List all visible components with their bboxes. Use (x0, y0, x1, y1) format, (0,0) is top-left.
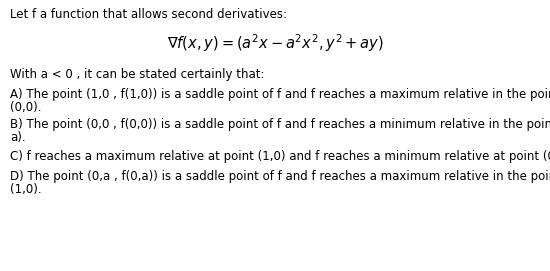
Text: D) The point (0,a , f(0,a)) is a saddle point of f and f reaches a maximum relat: D) The point (0,a , f(0,a)) is a saddle … (10, 170, 550, 183)
Text: (1,0).: (1,0). (10, 183, 42, 196)
Text: $\nabla f(x,y) = (a^2x - a^2x^2, y^2 + ay)$: $\nabla f(x,y) = (a^2x - a^2x^2, y^2 + a… (167, 32, 383, 54)
Text: Let f a function that allows second derivatives:: Let f a function that allows second deri… (10, 8, 287, 21)
Text: C) f reaches a maximum relative at point (1,0) and f reaches a minimum relative : C) f reaches a maximum relative at point… (10, 150, 550, 163)
Text: a).: a). (10, 131, 26, 144)
Text: (0,0).: (0,0). (10, 101, 41, 114)
Text: B) The point (0,0 , f(0,0)) is a saddle point of f and f reaches a minimum relat: B) The point (0,0 , f(0,0)) is a saddle … (10, 118, 550, 131)
Text: With a < 0 , it can be stated certainly that:: With a < 0 , it can be stated certainly … (10, 68, 265, 81)
Text: A) The point (1,0 , f(1,0)) is a saddle point of f and f reaches a maximum relat: A) The point (1,0 , f(1,0)) is a saddle … (10, 88, 550, 101)
